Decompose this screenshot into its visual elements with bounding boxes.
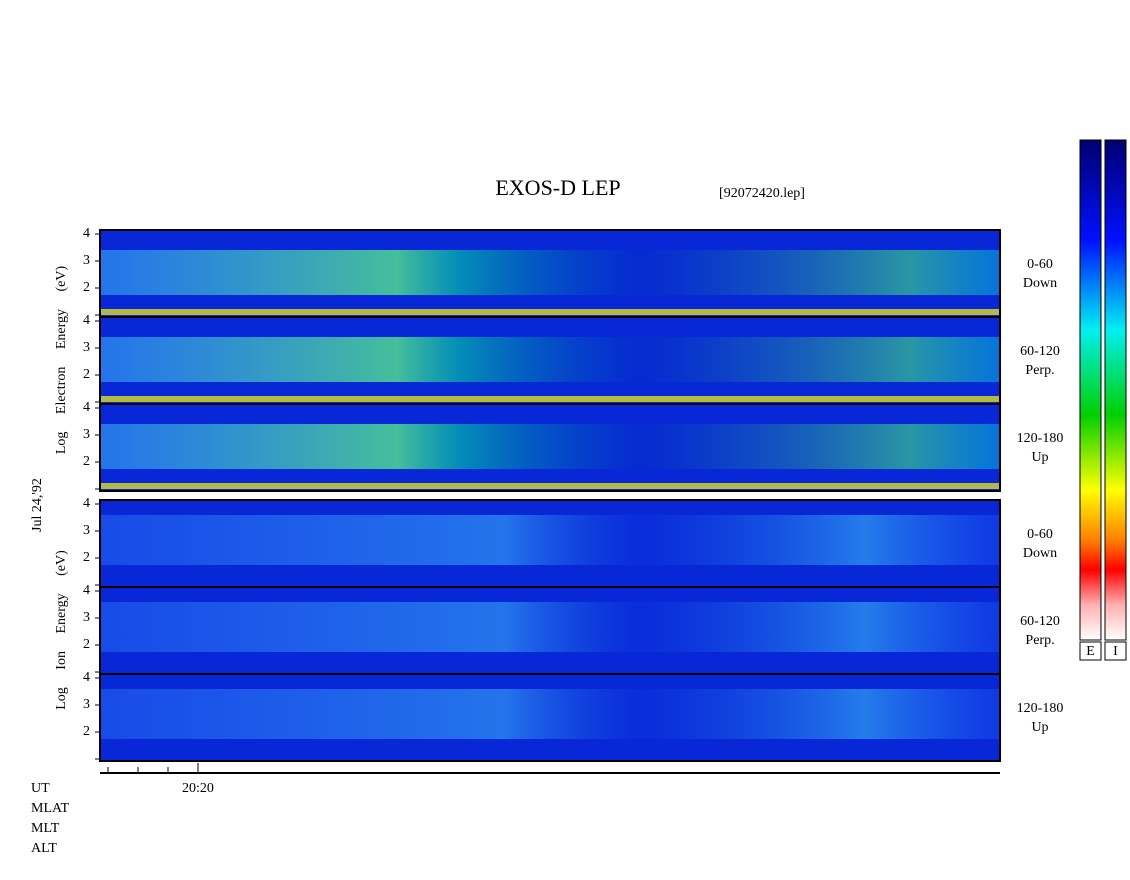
spectrogram-band <box>100 689 1000 739</box>
y-tick-label: 3 <box>83 610 90 625</box>
spectrogram-band <box>100 424 1000 469</box>
panel-direction: Perp. <box>1025 363 1054 378</box>
panel-frame <box>99 403 1001 492</box>
panel-angle: 60-120 <box>1020 614 1060 629</box>
y-tick-label: 4 <box>83 313 90 328</box>
colorbar-label: I <box>1113 644 1118 659</box>
panel-angle: 60-120 <box>1020 344 1060 359</box>
panel-direction: Perp. <box>1025 633 1054 648</box>
panel-direction: Up <box>1031 450 1048 465</box>
colorbar-label: E <box>1086 644 1095 659</box>
y-tick-label: 3 <box>83 253 90 268</box>
panel-direction: Up <box>1031 720 1048 735</box>
x-tick-label: 20:20 <box>182 781 214 796</box>
panel-angle: 0-60 <box>1027 257 1053 272</box>
spectrogram-band <box>100 337 1000 382</box>
colorbar-label-box <box>1079 641 1102 661</box>
footer-row-label: ALT <box>31 841 57 856</box>
colorbar-label-box <box>1104 641 1127 661</box>
footer-row-label: MLAT <box>31 801 70 816</box>
y-tick-label: 2 <box>83 280 90 295</box>
panel-direction: Down <box>1023 546 1057 561</box>
y-tick-label: 4 <box>83 496 90 511</box>
panel-direction: Down <box>1023 276 1057 291</box>
panel-frame <box>99 673 1001 762</box>
y-tick-label: 2 <box>83 724 90 739</box>
file-name: [92072420.lep] <box>719 186 805 201</box>
y-axis-label: Log Ion Energy (eV) <box>54 550 69 710</box>
spectrogram-band <box>100 483 1000 489</box>
footer-row-label: MLT <box>31 821 60 836</box>
footer-row-label: UT <box>31 781 50 796</box>
spectrogram-band <box>100 602 1000 652</box>
panel-angle: 120-180 <box>1017 431 1064 446</box>
title: EXOS-D LEP <box>495 175 620 200</box>
panel-angle: 120-180 <box>1017 701 1064 716</box>
y-tick-label: 3 <box>83 523 90 538</box>
y-tick-label: 3 <box>83 427 90 442</box>
date: Jul 24,'92 <box>30 478 45 532</box>
y-tick-label: 3 <box>83 697 90 712</box>
y-tick-label: 3 <box>83 340 90 355</box>
y-tick-label: 2 <box>83 637 90 652</box>
panel-angle: 0-60 <box>1027 527 1053 542</box>
y-tick-label: 2 <box>83 367 90 382</box>
colorbar <box>1104 139 1127 641</box>
y-tick-label: 2 <box>83 454 90 469</box>
y-tick-label: 4 <box>83 583 90 598</box>
spectrogram-band <box>100 515 1000 565</box>
spectrogram-band <box>100 309 1000 315</box>
y-axis-label: Log Electron Energy (eV) <box>54 266 69 455</box>
colorbar <box>1079 139 1102 641</box>
y-tick-label: 4 <box>83 226 90 241</box>
spectrogram-band <box>100 250 1000 295</box>
spectrogram-band <box>100 396 1000 402</box>
y-tick-label: 4 <box>83 670 90 685</box>
y-tick-label: 4 <box>83 400 90 415</box>
y-tick-label: 2 <box>83 550 90 565</box>
